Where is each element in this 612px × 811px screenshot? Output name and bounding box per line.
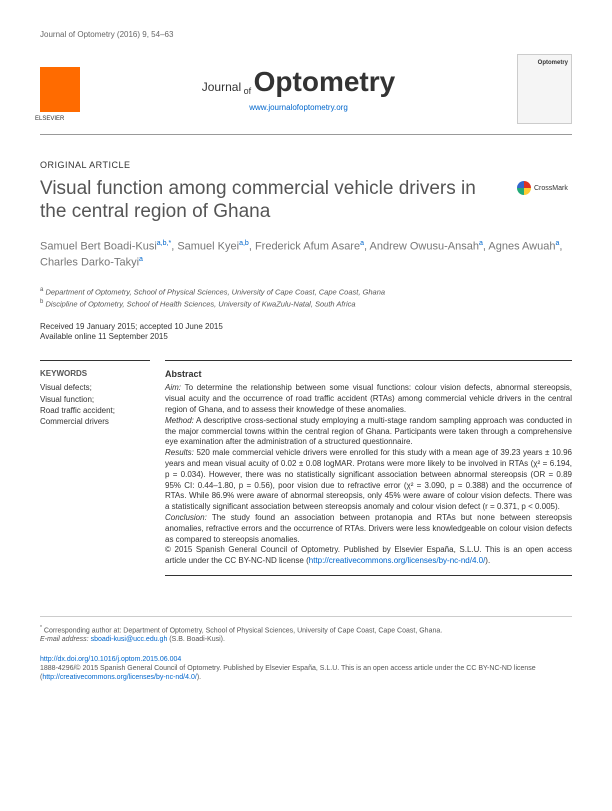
- author-1: Samuel Bert Boadi-Kusi: [40, 240, 157, 252]
- crossmark-badge[interactable]: CrossMark: [517, 178, 572, 198]
- keywords-list: Visual defects; Visual function; Road tr…: [40, 382, 150, 427]
- available-online: Available online 11 September 2015: [40, 332, 572, 342]
- conclusion-text: The study found an association between p…: [165, 513, 572, 544]
- journal-banner: Journal of Optometry www.journalofoptome…: [40, 54, 572, 135]
- author-3-affil: a: [360, 240, 364, 247]
- aim-label: Aim:: [165, 383, 181, 392]
- received-accepted: Received 19 January 2015; accepted 10 Ju…: [40, 322, 572, 332]
- journal-url-link[interactable]: www.journalofoptometry.org: [80, 103, 517, 112]
- elsevier-logo: [40, 67, 80, 112]
- crossmark-icon: [517, 181, 531, 195]
- content-row: KEYWORDS Visual defects; Visual function…: [40, 360, 572, 576]
- keywords-box: KEYWORDS Visual defects; Visual function…: [40, 360, 150, 576]
- author-2: Samuel Kyei: [177, 240, 239, 252]
- results-text: 520 male commercial vehicle drivers were…: [165, 448, 572, 511]
- license-link-footer[interactable]: http://creativecommons.org/licenses/by-n…: [42, 674, 196, 681]
- license-link[interactable]: http://creativecommons.org/licenses/by-n…: [309, 556, 486, 565]
- author-1-affil: a,b,*: [157, 240, 171, 247]
- cover-thumbnail: [517, 54, 572, 124]
- article-title: Visual function among commercial vehicle…: [40, 178, 517, 224]
- article-dates: Received 19 January 2015; accepted 10 Ju…: [40, 322, 572, 343]
- email-author: (S.B. Boadi-Kusi).: [167, 636, 225, 643]
- journal-title-area: Journal of Optometry www.journalofoptome…: [80, 66, 517, 112]
- author-6-affil: a: [139, 256, 143, 263]
- article-type: ORIGINAL ARTICLE: [40, 160, 572, 170]
- journal-name: Optometry: [254, 66, 396, 97]
- affiliation-b: Discipline of Optometry, School of Healt…: [45, 299, 355, 308]
- abstract-box: Abstract Aim: To determine the relations…: [165, 360, 572, 576]
- keywords-title: KEYWORDS: [40, 369, 150, 378]
- journal-prefix: Journal: [202, 80, 241, 94]
- journal-of: of: [244, 86, 252, 96]
- copyright-close: ).: [485, 556, 490, 565]
- footer-close: ).: [197, 674, 201, 681]
- method-text: A descriptive cross-sectional study empl…: [165, 416, 572, 447]
- author-3: Frederick Afum Asare: [255, 240, 360, 252]
- email-link[interactable]: sboadi-kusi@ucc.edu.gh: [91, 636, 168, 643]
- results-label: Results:: [165, 448, 194, 457]
- author-2-affil: a,b: [239, 240, 249, 247]
- doi-link[interactable]: http://dx.doi.org/10.1016/j.optom.2015.0…: [40, 656, 181, 663]
- aim-text: To determine the relationship between so…: [165, 383, 572, 414]
- abstract-title: Abstract: [165, 369, 572, 379]
- author-6: Charles Darko-Takyi: [40, 256, 139, 268]
- author-4: Andrew Owusu-Ansah: [370, 240, 479, 252]
- citation-header: Journal of Optometry (2016) 9, 54–63: [40, 30, 572, 39]
- affiliations: a Department of Optometry, School of Phy…: [40, 286, 572, 310]
- crossmark-label: CrossMark: [534, 185, 568, 192]
- conclusion-label: Conclusion:: [165, 513, 207, 522]
- abstract-text: Aim: To determine the relationship betwe…: [165, 383, 572, 567]
- author-5-affil: a: [555, 240, 559, 247]
- email-label: E-mail address:: [40, 636, 91, 643]
- affiliation-a: Department of Optometry, School of Physi…: [45, 287, 385, 296]
- method-label: Method:: [165, 416, 194, 425]
- author-4-affil: a: [479, 240, 483, 247]
- author-5: Agnes Awuah: [488, 240, 555, 252]
- title-row: Visual function among commercial vehicle…: [40, 178, 572, 224]
- corresponding-author: Corresponding author at: Department of O…: [44, 627, 442, 634]
- authors-list: Samuel Bert Boadi-Kusia,b,*, Samuel Kyei…: [40, 239, 572, 271]
- page-footer: * Corresponding author at: Department of…: [40, 616, 572, 682]
